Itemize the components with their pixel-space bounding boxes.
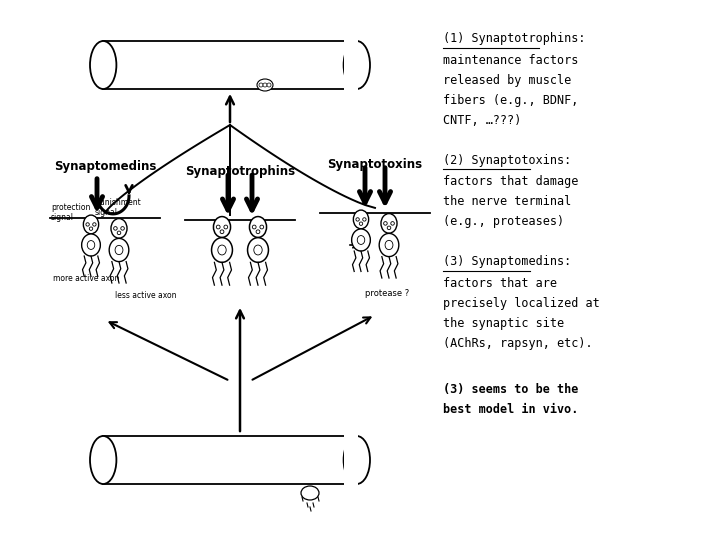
Ellipse shape xyxy=(86,222,89,226)
Text: (2) Synaptotoxins:: (2) Synaptotoxins: xyxy=(443,154,571,167)
Ellipse shape xyxy=(87,241,95,249)
Text: (AChRs, rapsyn, etc).: (AChRs, rapsyn, etc). xyxy=(443,337,593,350)
Ellipse shape xyxy=(391,221,395,225)
Ellipse shape xyxy=(343,436,370,484)
Text: Synaptomedins: Synaptomedins xyxy=(54,160,156,173)
Text: Synaptotrophins: Synaptotrophins xyxy=(185,165,295,178)
Text: factors that damage: factors that damage xyxy=(443,176,578,188)
Text: protection
signal: protection signal xyxy=(51,203,91,222)
Ellipse shape xyxy=(90,436,117,484)
Ellipse shape xyxy=(81,234,100,256)
Text: (3) seems to be the: (3) seems to be the xyxy=(443,383,578,396)
Ellipse shape xyxy=(385,240,393,249)
Ellipse shape xyxy=(379,233,399,256)
Text: (3) Synaptomedins:: (3) Synaptomedins: xyxy=(443,255,571,268)
Text: less active axon: less active axon xyxy=(115,291,176,300)
Ellipse shape xyxy=(212,238,233,262)
Ellipse shape xyxy=(93,222,96,226)
Ellipse shape xyxy=(224,225,228,229)
Text: punishment
signal: punishment signal xyxy=(95,198,140,217)
Text: precisely localized at: precisely localized at xyxy=(443,297,600,310)
Ellipse shape xyxy=(213,217,230,238)
Bar xyxy=(103,41,357,89)
Text: the nerve terminal: the nerve terminal xyxy=(443,195,571,208)
Ellipse shape xyxy=(384,221,387,225)
Ellipse shape xyxy=(257,79,273,91)
Text: (1) Synaptotrophins:: (1) Synaptotrophins: xyxy=(443,32,585,45)
Ellipse shape xyxy=(248,238,269,262)
Ellipse shape xyxy=(89,227,93,231)
Bar xyxy=(103,436,357,484)
Text: best model in vivo.: best model in vivo. xyxy=(443,403,578,416)
Ellipse shape xyxy=(263,83,267,87)
Ellipse shape xyxy=(84,215,99,234)
Ellipse shape xyxy=(249,217,266,238)
Text: CNTF, …???): CNTF, …???) xyxy=(443,114,521,127)
Ellipse shape xyxy=(301,486,319,500)
Ellipse shape xyxy=(115,245,123,255)
Ellipse shape xyxy=(220,230,224,234)
Text: more active axon: more active axon xyxy=(53,274,120,283)
Text: factors that are: factors that are xyxy=(443,277,557,290)
Ellipse shape xyxy=(90,41,117,89)
Ellipse shape xyxy=(114,227,117,230)
Ellipse shape xyxy=(117,231,121,235)
Ellipse shape xyxy=(111,219,127,238)
Ellipse shape xyxy=(256,230,260,234)
Text: Synaptotoxins: Synaptotoxins xyxy=(328,158,423,171)
Ellipse shape xyxy=(363,218,366,221)
Ellipse shape xyxy=(252,225,256,229)
Bar xyxy=(343,40,358,90)
Ellipse shape xyxy=(121,227,125,230)
Text: fibers (e.g., BDNF,: fibers (e.g., BDNF, xyxy=(443,94,578,107)
Ellipse shape xyxy=(354,210,369,229)
Ellipse shape xyxy=(109,238,129,261)
Ellipse shape xyxy=(259,83,263,87)
Ellipse shape xyxy=(216,225,220,229)
Ellipse shape xyxy=(359,222,363,225)
Text: maintenance factors: maintenance factors xyxy=(443,54,578,67)
Bar xyxy=(343,435,358,485)
Text: (e.g., proteases): (e.g., proteases) xyxy=(443,215,564,228)
Ellipse shape xyxy=(356,218,359,221)
Text: released by muscle: released by muscle xyxy=(443,74,571,87)
Ellipse shape xyxy=(267,83,271,87)
Ellipse shape xyxy=(387,226,391,230)
Ellipse shape xyxy=(254,245,262,255)
Ellipse shape xyxy=(218,245,226,255)
Text: the synaptic site: the synaptic site xyxy=(443,317,564,330)
Ellipse shape xyxy=(351,229,370,251)
Ellipse shape xyxy=(357,235,365,245)
Text: protease ?: protease ? xyxy=(365,289,409,298)
Ellipse shape xyxy=(381,214,397,233)
Ellipse shape xyxy=(260,225,264,229)
Ellipse shape xyxy=(343,41,370,89)
